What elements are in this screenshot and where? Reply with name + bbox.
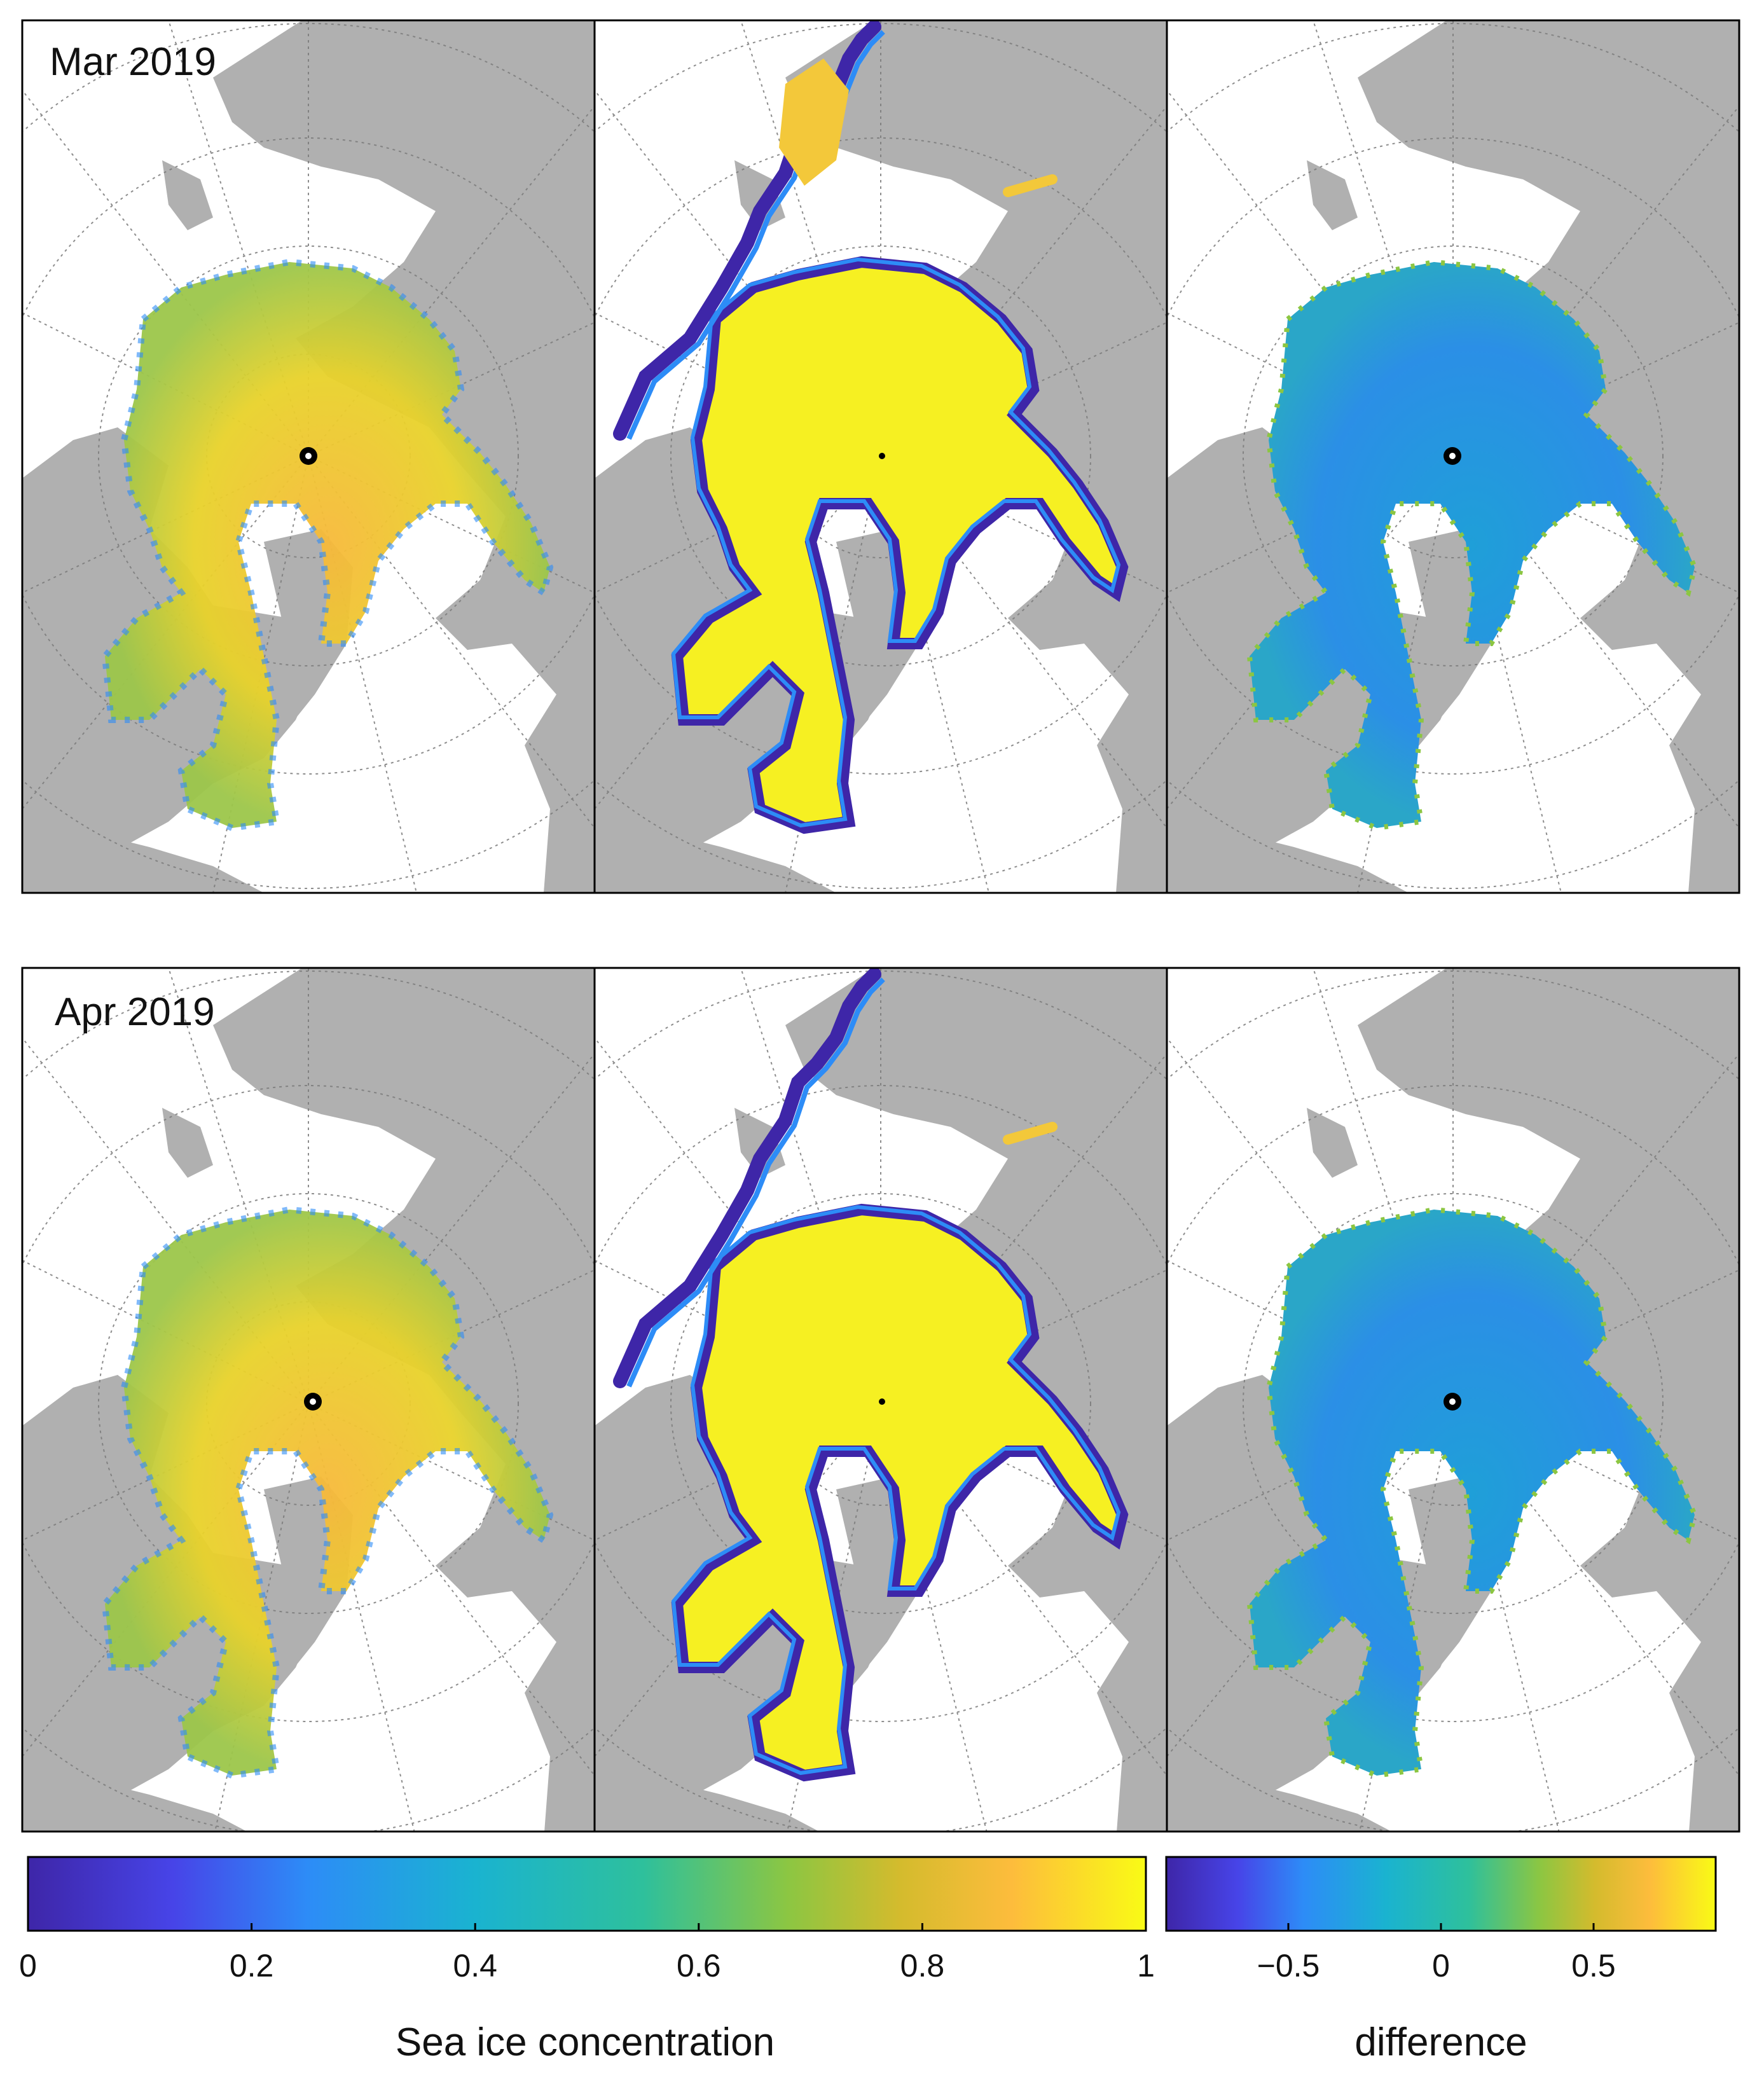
panel-label-apr: Apr 2019 — [55, 990, 215, 1034]
row-0: Mar 2019 — [21, 19, 1740, 894]
difference-tick-label: 0 — [1432, 1948, 1450, 1984]
colorbar-concentration-label: Sea ice concentration — [396, 2020, 775, 2064]
map-panel-concentration-observed — [595, 20, 1167, 893]
concentration-tick-label: 0.6 — [677, 1948, 721, 1984]
map-panel-concentration-observed — [595, 968, 1167, 1832]
colorbar-concentration-gradient — [27, 1856, 1147, 1932]
colorbar-difference-label: difference — [1354, 2020, 1527, 2064]
concentration-tick-label: 1 — [1137, 1948, 1155, 1984]
concentration-tick-label: 0.4 — [453, 1948, 497, 1984]
colorbar-concentration: 0 0.2 0.4 0.6 0.8 1 Sea ice concentration — [19, 1856, 1155, 2064]
concentration-tick-label: 0.8 — [900, 1948, 945, 1984]
difference-tick-label: −0.5 — [1257, 1948, 1320, 1984]
map-panel-difference — [1167, 968, 1739, 1832]
colorbar-difference: −0.5 0 0.5 difference — [1165, 1856, 1717, 2064]
map-panel-concentration-model — [22, 968, 595, 1832]
pole-marker — [879, 1398, 885, 1405]
pole-marker — [879, 453, 885, 459]
row-1: Apr 2019 — [21, 967, 1740, 1833]
colorbar-difference-gradient — [1165, 1856, 1717, 1932]
map-panel-concentration-model — [22, 20, 595, 893]
concentration-tick-label: 0.2 — [230, 1948, 274, 1984]
map-panel-difference — [1167, 20, 1739, 893]
difference-tick-label: 0.5 — [1571, 1948, 1616, 1984]
concentration-tick-label: 0 — [19, 1948, 37, 1984]
panel-label-mar: Mar 2019 — [50, 40, 216, 84]
